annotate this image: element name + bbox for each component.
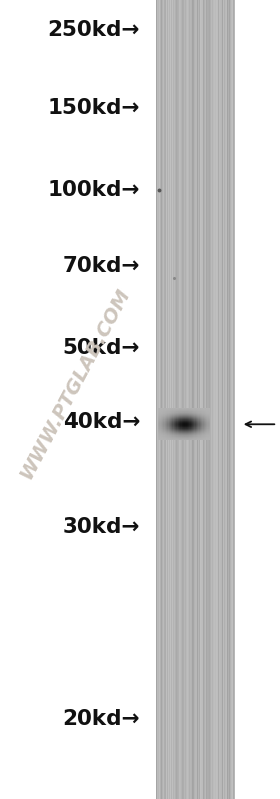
Bar — [159, 0, 160, 799]
Bar — [192, 0, 193, 799]
Text: WWW.PTGLAB.COM: WWW.PTGLAB.COM — [17, 284, 134, 483]
Text: 40kd→: 40kd→ — [63, 411, 140, 432]
Bar — [165, 0, 166, 799]
Bar — [193, 0, 194, 799]
Bar — [188, 0, 189, 799]
Bar — [195, 0, 196, 799]
Bar — [201, 0, 202, 799]
Bar — [175, 0, 176, 799]
Bar — [213, 0, 214, 799]
Bar — [221, 0, 222, 799]
Bar — [174, 0, 175, 799]
Bar — [206, 0, 207, 799]
Bar — [202, 0, 203, 799]
Bar — [228, 0, 229, 799]
Bar — [226, 0, 227, 799]
Bar — [163, 0, 164, 799]
Text: 20kd→: 20kd→ — [62, 709, 140, 729]
Bar — [222, 0, 223, 799]
Bar — [214, 0, 215, 799]
Bar — [176, 0, 177, 799]
Bar — [185, 0, 186, 799]
Bar — [162, 0, 163, 799]
Bar — [231, 0, 232, 799]
Bar — [172, 0, 173, 799]
Bar — [180, 0, 181, 799]
Bar — [189, 0, 190, 799]
Bar — [167, 0, 168, 799]
Bar — [164, 0, 165, 799]
Bar — [225, 0, 226, 799]
Bar — [218, 0, 219, 799]
Bar — [184, 0, 185, 799]
Bar — [198, 0, 199, 799]
Bar — [219, 0, 220, 799]
Bar — [170, 0, 171, 799]
Bar — [157, 0, 158, 799]
Bar — [169, 0, 170, 799]
Bar — [160, 0, 161, 799]
Bar — [209, 0, 210, 799]
Bar — [171, 0, 172, 799]
Text: 150kd→: 150kd→ — [48, 97, 140, 118]
Bar — [158, 0, 159, 799]
Bar — [181, 0, 182, 799]
Bar — [187, 0, 188, 799]
Bar — [183, 0, 184, 799]
Bar — [211, 0, 212, 799]
Bar — [215, 0, 216, 799]
Bar — [220, 0, 221, 799]
Bar — [232, 0, 233, 799]
Bar — [161, 0, 162, 799]
Text: 70kd→: 70kd→ — [63, 256, 140, 276]
Bar — [204, 0, 205, 799]
Bar — [223, 0, 224, 799]
Bar — [168, 0, 169, 799]
Bar — [177, 0, 178, 799]
Bar — [173, 0, 174, 799]
Text: 50kd→: 50kd→ — [63, 337, 140, 358]
Bar — [197, 0, 198, 799]
Bar — [156, 0, 157, 799]
Bar — [200, 0, 201, 799]
Bar — [191, 0, 192, 799]
Bar — [212, 0, 213, 799]
Text: 100kd→: 100kd→ — [48, 180, 140, 201]
Bar — [227, 0, 228, 799]
Bar — [229, 0, 230, 799]
Bar — [210, 0, 211, 799]
Text: 30kd→: 30kd→ — [63, 517, 140, 538]
Bar — [230, 0, 231, 799]
Text: 250kd→: 250kd→ — [48, 20, 140, 41]
Bar — [156, 0, 235, 799]
Bar — [224, 0, 225, 799]
Bar — [166, 0, 167, 799]
Bar — [194, 0, 195, 799]
Bar — [208, 0, 209, 799]
Bar — [199, 0, 200, 799]
Bar — [217, 0, 218, 799]
Bar — [179, 0, 180, 799]
Bar — [182, 0, 183, 799]
Bar — [186, 0, 187, 799]
Bar — [216, 0, 217, 799]
Bar — [207, 0, 208, 799]
Bar — [233, 0, 234, 799]
Bar — [196, 0, 197, 799]
Bar — [203, 0, 204, 799]
Bar — [178, 0, 179, 799]
Bar — [190, 0, 191, 799]
Bar — [234, 0, 235, 799]
Bar — [205, 0, 206, 799]
